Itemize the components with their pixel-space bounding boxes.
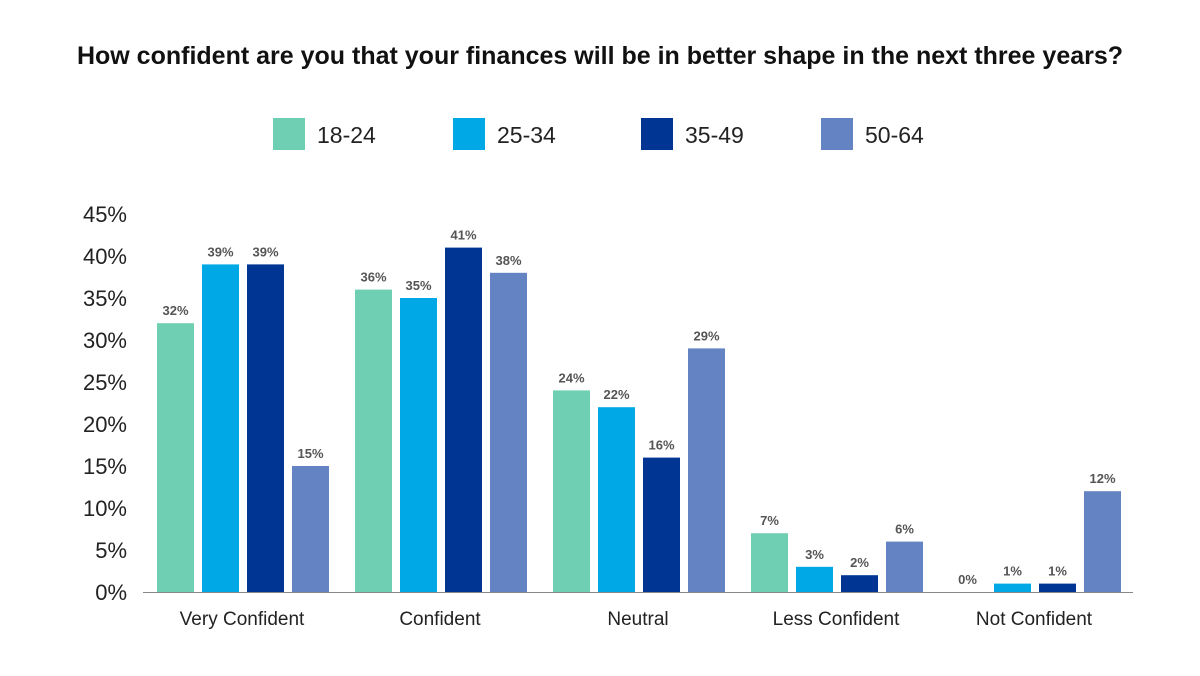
bar	[202, 264, 239, 592]
x-tick-label: Less Confident	[773, 609, 900, 630]
x-tick-label: Neutral	[607, 609, 668, 630]
legend-swatch	[453, 118, 485, 150]
y-tick-label: 5%	[95, 538, 127, 563]
bar	[796, 566, 833, 592]
x-tick-label: Confident	[399, 609, 481, 630]
bar	[400, 298, 437, 592]
data-label: 1%	[1003, 564, 1022, 579]
legend-label: 18-24	[317, 122, 376, 148]
data-label: 39%	[252, 244, 278, 259]
data-label: 0%	[958, 572, 977, 587]
bar	[994, 583, 1031, 592]
data-label: 24%	[558, 370, 584, 385]
legend-label: 50-64	[865, 122, 924, 148]
bar	[247, 264, 284, 592]
x-tick-label: Very Confident	[180, 609, 305, 630]
bar	[1084, 491, 1121, 592]
y-tick-label: 30%	[83, 328, 127, 353]
data-label: 1%	[1048, 564, 1067, 579]
bar	[751, 533, 788, 592]
bar	[445, 247, 482, 592]
data-label: 7%	[760, 513, 779, 528]
bar	[292, 466, 329, 592]
bar	[643, 457, 680, 592]
data-label: 2%	[850, 555, 869, 570]
data-label: 6%	[895, 522, 914, 537]
legend-label: 25-34	[497, 122, 556, 148]
y-tick-label: 10%	[83, 496, 127, 521]
bar	[490, 272, 527, 592]
data-label: 39%	[207, 244, 233, 259]
data-label: 16%	[648, 438, 674, 453]
data-label: 36%	[360, 270, 386, 285]
bar	[355, 289, 392, 592]
bar	[1039, 583, 1076, 592]
data-label: 12%	[1089, 471, 1115, 486]
bar	[688, 348, 725, 592]
x-tick-label: Not Confident	[976, 609, 1093, 630]
y-tick-label: 15%	[83, 454, 127, 479]
legend-swatch	[821, 118, 853, 150]
legend-label: 35-49	[685, 122, 744, 148]
bar	[553, 390, 590, 592]
data-label: 41%	[450, 228, 476, 243]
bar	[598, 407, 635, 592]
data-label: 3%	[805, 547, 824, 562]
data-label: 32%	[162, 303, 188, 318]
y-tick-label: 20%	[83, 412, 127, 437]
data-label: 35%	[405, 278, 431, 293]
y-tick-label: 45%	[83, 202, 127, 227]
data-label: 15%	[297, 446, 323, 461]
y-tick-label: 25%	[83, 370, 127, 395]
y-tick-label: 35%	[83, 286, 127, 311]
y-tick-label: 40%	[83, 244, 127, 269]
data-label: 29%	[693, 328, 719, 343]
bar	[886, 541, 923, 592]
data-label: 38%	[495, 253, 521, 268]
bar	[841, 575, 878, 592]
chart-title: How confident are you that your finances…	[76, 42, 1124, 70]
legend-swatch	[273, 118, 305, 150]
data-label: 22%	[603, 387, 629, 402]
y-tick-label: 0%	[95, 580, 127, 605]
bar	[157, 323, 194, 592]
legend-swatch	[641, 118, 673, 150]
